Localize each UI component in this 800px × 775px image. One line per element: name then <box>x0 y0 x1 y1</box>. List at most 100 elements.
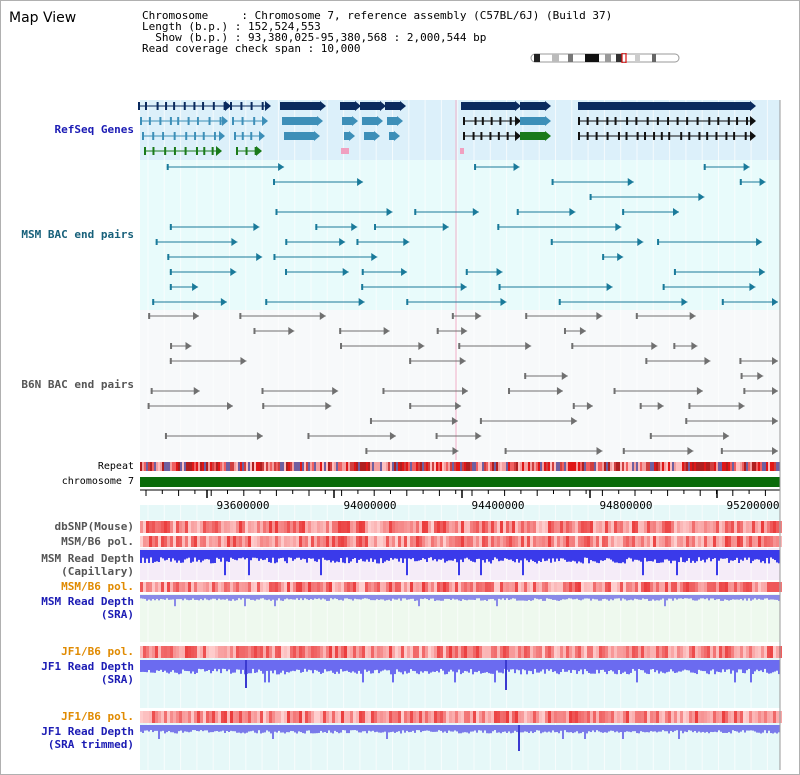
heatmap-cell <box>245 711 248 723</box>
heatmap-cell <box>389 582 392 592</box>
track-label-msm-b6-pol[interactable]: MSM/B6 pol. <box>61 535 134 548</box>
heatmap-cell <box>419 521 422 533</box>
heatmap-cell <box>530 521 533 533</box>
heatmap-cell <box>158 582 161 592</box>
depth-bar <box>464 725 466 733</box>
repeat-block <box>534 462 536 471</box>
bac-end-arrow <box>371 253 378 261</box>
depth-bar <box>208 550 210 560</box>
depth-bar <box>292 660 294 671</box>
depth-bar <box>204 595 206 599</box>
heatmap-cell <box>620 536 623 547</box>
depth-bar <box>678 660 680 672</box>
track-label-msm-bac[interactable]: MSM BAC end pairs <box>21 228 134 241</box>
heatmap-cell <box>161 646 164 658</box>
heatmap-cell <box>446 711 449 723</box>
depth-bar <box>456 660 458 673</box>
heatmap-cell <box>404 536 407 547</box>
depth-bar <box>294 595 296 600</box>
heatmap-cell <box>560 521 563 533</box>
heatmap-cell <box>458 711 461 723</box>
depth-bar <box>588 550 590 564</box>
heatmap-cell <box>179 711 182 723</box>
depth-bar <box>334 595 336 599</box>
depth-bar <box>260 550 262 559</box>
track-label-msm-depth-capillary[interactable]: MSM Read Depth (Capillary) <box>41 552 134 578</box>
heatmap-cell <box>734 521 737 533</box>
repeat-block <box>296 462 298 471</box>
track-label-refseq-genes[interactable]: RefSeq Genes <box>54 123 134 136</box>
track-label-msm-b6-pol-2[interactable]: MSM/B6 pol. <box>61 580 134 593</box>
repeat-block <box>218 462 220 471</box>
depth-bar <box>256 550 258 559</box>
heatmap-cell <box>617 711 620 723</box>
depth-bar <box>460 550 462 560</box>
depth-bar <box>322 725 324 733</box>
heatmap-cell <box>716 582 719 592</box>
depth-bar <box>748 725 750 731</box>
heatmap-cell <box>206 582 209 592</box>
depth-bar <box>652 595 654 600</box>
depth-bar <box>712 595 714 599</box>
heatmap-cell <box>611 646 614 658</box>
track-label-jf1-depth-trimmed[interactable]: JF1 Read Depth (SRA trimmed) <box>41 725 134 751</box>
depth-bar <box>626 550 628 560</box>
depth-bar <box>540 595 542 600</box>
track-label-msm-depth-sra[interactable]: MSM Read Depth (SRA) <box>41 595 134 621</box>
track-label-jf1-b6-pol[interactable]: JF1/B6 pol. <box>61 645 134 658</box>
heatmap-cell <box>218 521 221 533</box>
heatmap-cell <box>377 646 380 658</box>
heatmap-cell <box>176 521 179 533</box>
heatmap-cell <box>350 711 353 723</box>
depth-bar <box>664 660 666 674</box>
depth-bar <box>470 725 472 732</box>
depth-bar <box>226 595 228 599</box>
depth-bar <box>240 550 242 559</box>
depth-bar <box>508 550 510 560</box>
heatmap-cell <box>236 521 239 533</box>
heatmap-cell <box>356 521 359 533</box>
depth-bar <box>196 725 198 732</box>
depth-bar <box>596 660 598 670</box>
repeat-block <box>766 462 768 471</box>
heatmap-cell <box>665 521 668 533</box>
depth-bar <box>258 660 260 670</box>
heatmap-cell <box>410 536 413 547</box>
gene-exon-block <box>385 102 400 110</box>
depth-bar <box>652 550 654 562</box>
bac-end-tick <box>703 164 706 170</box>
depth-bar <box>764 725 766 731</box>
depth-bar <box>260 660 262 671</box>
gene-exon <box>164 147 167 155</box>
heatmap-cell <box>215 646 218 658</box>
heatmap-cell <box>752 646 755 658</box>
depth-bar <box>484 725 486 731</box>
heatmap-cell <box>281 521 284 533</box>
heatmap-cell <box>323 711 326 723</box>
ruler-bg <box>140 505 780 520</box>
depth-bar <box>616 660 618 675</box>
heatmap-cell <box>737 521 740 533</box>
track-label-b6n-bac[interactable]: B6N BAC end pairs <box>21 378 134 391</box>
depth-bar <box>282 660 284 671</box>
depth-bar <box>426 725 428 731</box>
gene-exon <box>636 132 639 140</box>
depth-bar <box>448 595 450 599</box>
heatmap-cell <box>149 646 152 658</box>
track-label-jf1-b6-pol-2[interactable]: JF1/B6 pol. <box>61 710 134 723</box>
heatmap-cell <box>719 582 722 592</box>
chromosome-ideogram[interactable] <box>530 53 680 63</box>
heatmap-cell <box>266 521 269 533</box>
track-label-dbsnp[interactable]: dbSNP(Mouse) <box>54 520 134 533</box>
depth-bar <box>602 595 604 600</box>
depth-bar <box>760 550 762 563</box>
depth-bar <box>326 550 328 561</box>
track-label-jf1-depth-sra[interactable]: JF1 Read Depth (SRA) <box>41 660 134 686</box>
depth-bar <box>512 595 514 599</box>
depth-bar <box>498 550 500 562</box>
heatmap-cell <box>647 521 650 533</box>
repeat-block <box>632 462 634 471</box>
heatmap-cell <box>431 536 434 547</box>
depth-bar <box>324 595 326 600</box>
depth-bar <box>274 725 276 732</box>
